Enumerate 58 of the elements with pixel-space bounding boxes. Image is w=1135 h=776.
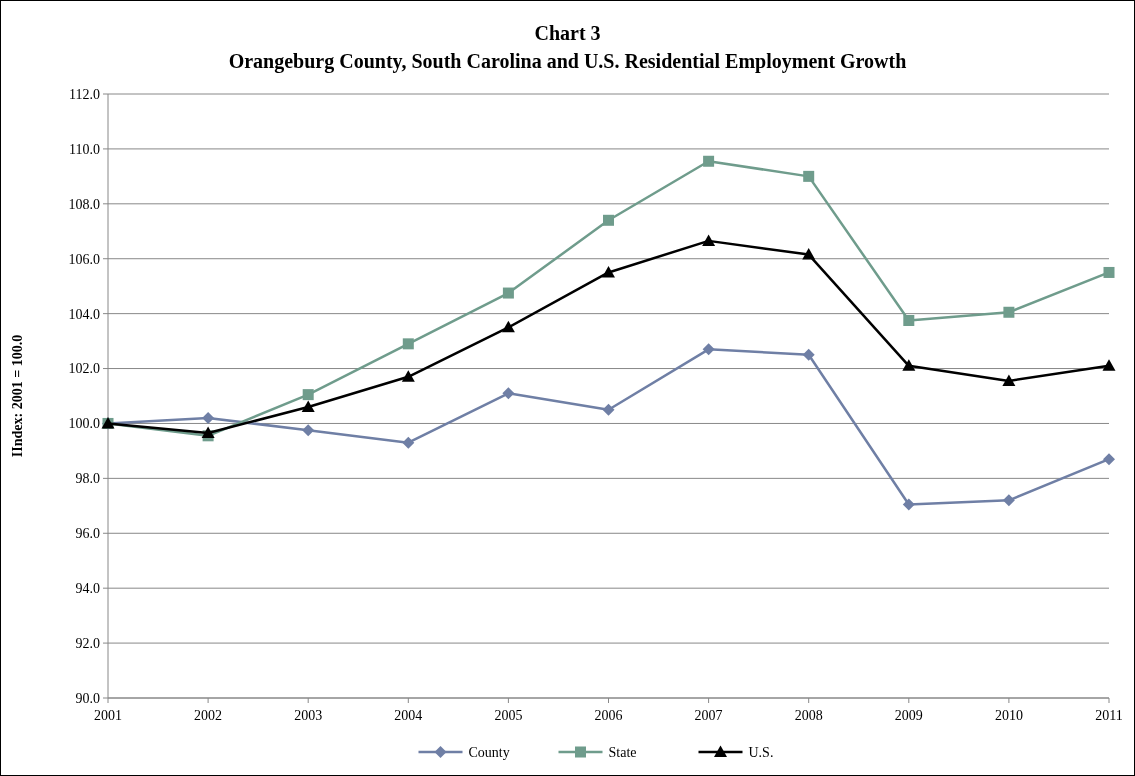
y-tick-label: 92.0 — [75, 635, 100, 651]
point — [702, 343, 715, 356]
y-axis-title: IIndex: 2001 = 100.0 — [10, 334, 25, 458]
point — [1103, 266, 1115, 278]
point — [401, 370, 415, 382]
legend-label: U.S. — [748, 744, 774, 760]
y-tick-label: 112.0 — [69, 86, 100, 102]
y-tick-label: 110.0 — [69, 141, 100, 157]
x-tick-label: 2004 — [394, 708, 423, 723]
x-tick-label: 2006 — [594, 708, 623, 723]
x-tick-label: 2010 — [994, 708, 1023, 723]
point — [602, 403, 615, 416]
point — [402, 436, 415, 449]
chart-subtitle: Orangeburg County, South Carolina and U.S. Residential Employment Growth — [228, 50, 907, 73]
point — [302, 389, 314, 401]
x-tick-label: 2002 — [194, 708, 223, 723]
point — [1002, 494, 1015, 507]
y-tick-label: 102.0 — [68, 361, 100, 377]
y-tick-label: 98.0 — [75, 471, 100, 487]
x-tick-label: 2003 — [294, 708, 323, 723]
point — [1003, 306, 1015, 318]
point — [903, 315, 915, 326]
y-tick-label: 104.0 — [68, 306, 100, 322]
y-tick-label: 106.0 — [68, 251, 100, 267]
point — [502, 287, 514, 299]
point — [301, 400, 315, 412]
y-tick-label: 94.0 — [75, 581, 100, 597]
point — [803, 170, 815, 182]
point — [602, 265, 615, 278]
legend-label: County — [468, 744, 510, 760]
x-tick-label: 2011 — [1095, 708, 1123, 723]
point — [902, 498, 915, 511]
x-tick-label: 2001 — [94, 708, 122, 723]
x-tick-label: 2005 — [494, 708, 523, 723]
x-tick-label: 2007 — [694, 708, 723, 723]
point — [603, 214, 614, 226]
point — [1002, 374, 1016, 386]
point — [802, 348, 815, 361]
point — [201, 426, 215, 439]
chart-title: Chart 3 — [534, 22, 601, 44]
point — [1103, 453, 1115, 466]
y-tick-label: 90.0 — [75, 690, 100, 706]
point — [302, 424, 315, 437]
point — [501, 320, 515, 333]
legend-label: State — [608, 744, 637, 760]
point — [402, 338, 414, 350]
y-tick-label: 96.0 — [75, 526, 100, 542]
point — [1102, 359, 1116, 371]
point — [502, 387, 515, 400]
x-tick-label: 2009 — [894, 708, 923, 723]
point — [202, 411, 215, 424]
y-tick-label: 108.0 — [68, 196, 100, 212]
x-tick-label: 2008 — [794, 708, 823, 723]
point — [702, 234, 716, 246]
point — [902, 359, 916, 371]
point — [802, 248, 816, 260]
y-tick-label: 100.0 — [68, 416, 100, 432]
point — [703, 155, 715, 167]
